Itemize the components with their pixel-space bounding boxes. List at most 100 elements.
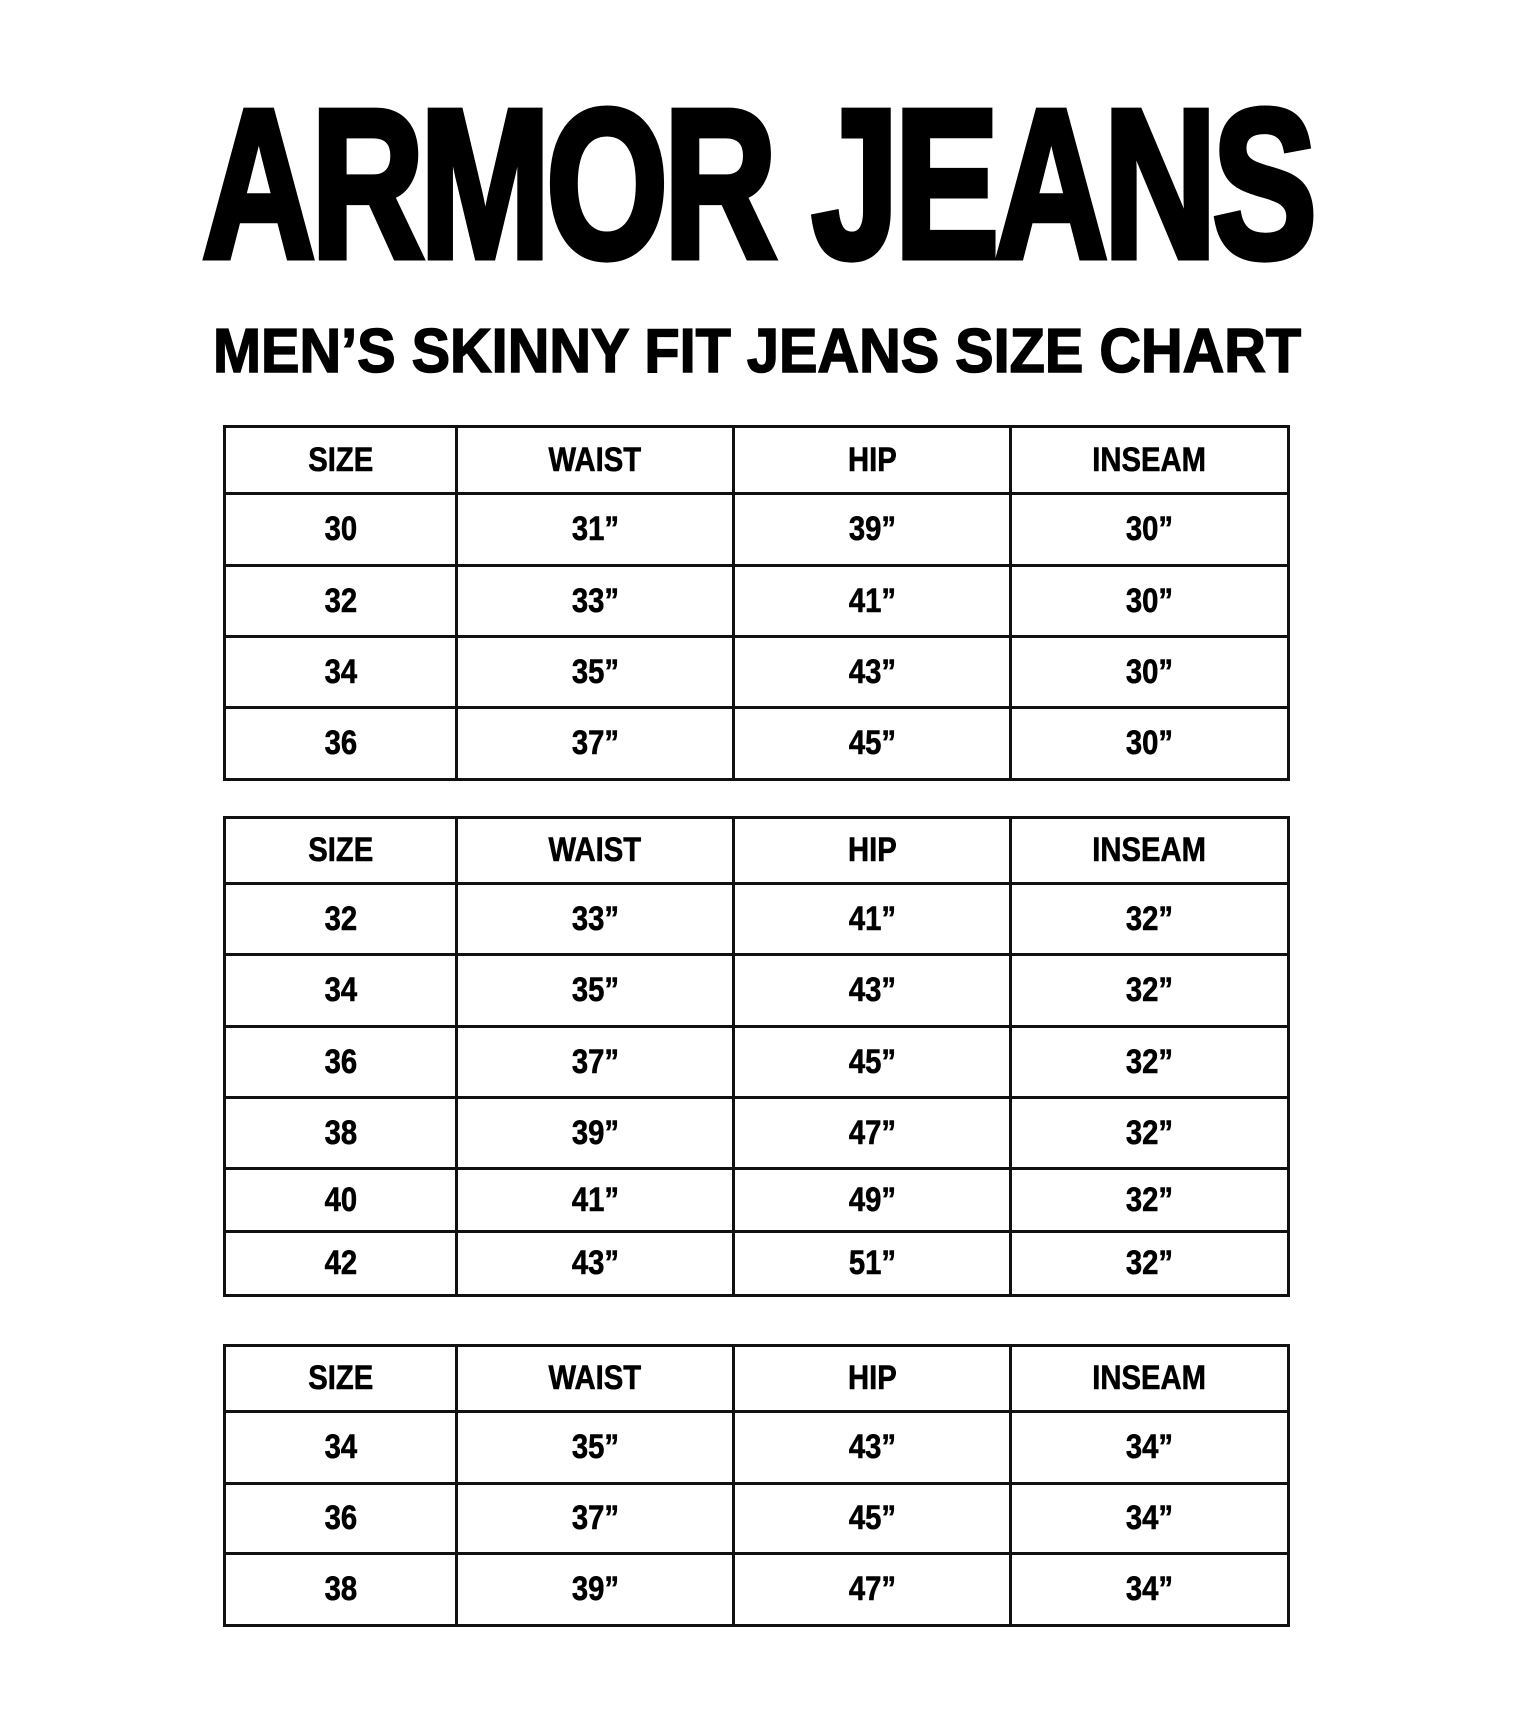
table-cell: 32” — [1009, 1230, 1290, 1297]
column-header-text: SIZE — [307, 831, 374, 870]
cell-text: 37” — [571, 1499, 619, 1538]
column-header: HIP — [732, 425, 1012, 495]
cell-text: 43” — [848, 652, 896, 691]
table-cell: 30” — [1009, 706, 1290, 781]
table-row: 30 31” 39” 30” — [223, 492, 1290, 567]
table-cell: 33” — [455, 882, 735, 956]
cell-text: 38 — [324, 1570, 357, 1609]
column-header: SIZE — [223, 816, 458, 885]
table-header-row: SIZE WAIST HIP INSEAM — [223, 816, 1290, 885]
table-row: 32 33” 41” 30” — [223, 564, 1290, 638]
table-row: 36 37” 45” 30” — [223, 706, 1290, 781]
cell-text: 42 — [324, 1244, 357, 1283]
page-title-text: MEN’S SKINNY FIT JEANS SIZE CHART — [212, 317, 1302, 386]
cell-text: 37” — [571, 724, 619, 763]
table-cell: 32” — [1009, 953, 1290, 1028]
table-cell: 38 — [223, 1096, 458, 1170]
table-cell: 39” — [732, 492, 1012, 567]
column-header-text: HIP — [847, 440, 897, 479]
table-cell: 37” — [455, 706, 735, 781]
table-cell: 36 — [223, 706, 458, 781]
cell-text: 34” — [1125, 1428, 1174, 1467]
cell-text: 45” — [848, 1042, 896, 1081]
cell-text: 32” — [1125, 899, 1174, 938]
cell-text: 33” — [571, 899, 619, 938]
cell-text: 32 — [324, 899, 357, 938]
column-header: SIZE — [223, 1344, 458, 1413]
cell-text: 43” — [848, 971, 896, 1010]
cell-text: 32” — [1125, 1113, 1174, 1152]
table-cell: 43” — [732, 953, 1012, 1028]
column-header: HIP — [732, 816, 1012, 885]
cell-text: 32” — [1125, 1244, 1174, 1283]
table-cell: 45” — [732, 1482, 1012, 1555]
cell-text: 41” — [571, 1180, 619, 1219]
table-cell: 34” — [1009, 1410, 1290, 1485]
table-cell: 35” — [455, 1410, 735, 1485]
table-cell: 37” — [455, 1025, 735, 1099]
table-cell: 34 — [223, 953, 458, 1028]
table-cell: 38 — [223, 1552, 458, 1627]
cell-text: 30” — [1125, 652, 1174, 691]
cell-text: 41” — [848, 581, 896, 620]
column-header: WAIST — [455, 425, 735, 495]
cell-text: 35” — [571, 1428, 619, 1467]
table-cell: 41” — [732, 564, 1012, 638]
column-header-text: WAIST — [548, 831, 642, 870]
column-header-text: HIP — [847, 831, 897, 870]
table-cell: 49” — [732, 1167, 1012, 1233]
table-cell: 40 — [223, 1167, 458, 1233]
cell-text: 36 — [324, 1499, 357, 1538]
table-cell: 39” — [455, 1096, 735, 1170]
cell-text: 34 — [324, 971, 357, 1010]
brand-logo: ARMOR JEANS — [0, 65, 1514, 302]
cell-text: 38 — [324, 1113, 357, 1152]
table-cell: 42 — [223, 1230, 458, 1297]
cell-text: 32” — [1125, 971, 1174, 1010]
size-table-1: SIZE WAIST HIP INSEAM 30 31” 39” 30” 32 33” 41” 30”… — [223, 425, 1290, 781]
cell-text: 34” — [1125, 1570, 1174, 1609]
cell-text: 30” — [1125, 581, 1174, 620]
cell-text: 32 — [324, 581, 357, 620]
column-header-text: INSEAM — [1092, 440, 1207, 479]
table-cell: 41” — [455, 1167, 735, 1233]
cell-text: 30” — [1125, 510, 1174, 549]
cell-text: 30” — [1125, 724, 1174, 763]
column-header-text: SIZE — [307, 440, 374, 479]
table-cell: 43” — [455, 1230, 735, 1297]
column-header: SIZE — [223, 425, 458, 495]
table-row: 38 39” 47” 34” — [223, 1552, 1290, 1627]
table-cell: 30” — [1009, 564, 1290, 638]
table-cell: 47” — [732, 1552, 1012, 1627]
table-cell: 35” — [455, 635, 735, 709]
cell-text: 41” — [848, 899, 896, 938]
cell-text: 34 — [324, 1428, 357, 1467]
brand-name: ARMOR JEANS — [199, 65, 1319, 302]
table-cell: 32 — [223, 564, 458, 638]
column-header-text: INSEAM — [1092, 1359, 1207, 1398]
table-cell: 33” — [455, 564, 735, 638]
table-row: 40 41” 49” 32” — [223, 1167, 1290, 1233]
cell-text: 35” — [571, 971, 619, 1010]
table-cell: 30” — [1009, 492, 1290, 567]
column-header: INSEAM — [1009, 1344, 1290, 1413]
cell-text: 47” — [848, 1570, 896, 1609]
cell-text: 45” — [848, 724, 896, 763]
table-cell: 36 — [223, 1025, 458, 1099]
table-row: 34 35” 43” 34” — [223, 1410, 1290, 1485]
cell-text: 32” — [1125, 1180, 1174, 1219]
cell-text: 34 — [324, 652, 357, 691]
table-row: 34 35” 43” 30” — [223, 635, 1290, 709]
cell-text: 39” — [848, 510, 896, 549]
table-header-row: SIZE WAIST HIP INSEAM — [223, 1344, 1290, 1413]
table-cell: 45” — [732, 706, 1012, 781]
column-header-text: HIP — [847, 1359, 897, 1398]
cell-text: 39” — [571, 1570, 619, 1609]
table-cell: 35” — [455, 953, 735, 1028]
cell-text: 47” — [848, 1113, 896, 1152]
cell-text: 36 — [324, 1042, 357, 1081]
cell-text: 39” — [571, 1113, 619, 1152]
table-cell: 34 — [223, 1410, 458, 1485]
cell-text: 35” — [571, 652, 619, 691]
column-header: INSEAM — [1009, 425, 1290, 495]
